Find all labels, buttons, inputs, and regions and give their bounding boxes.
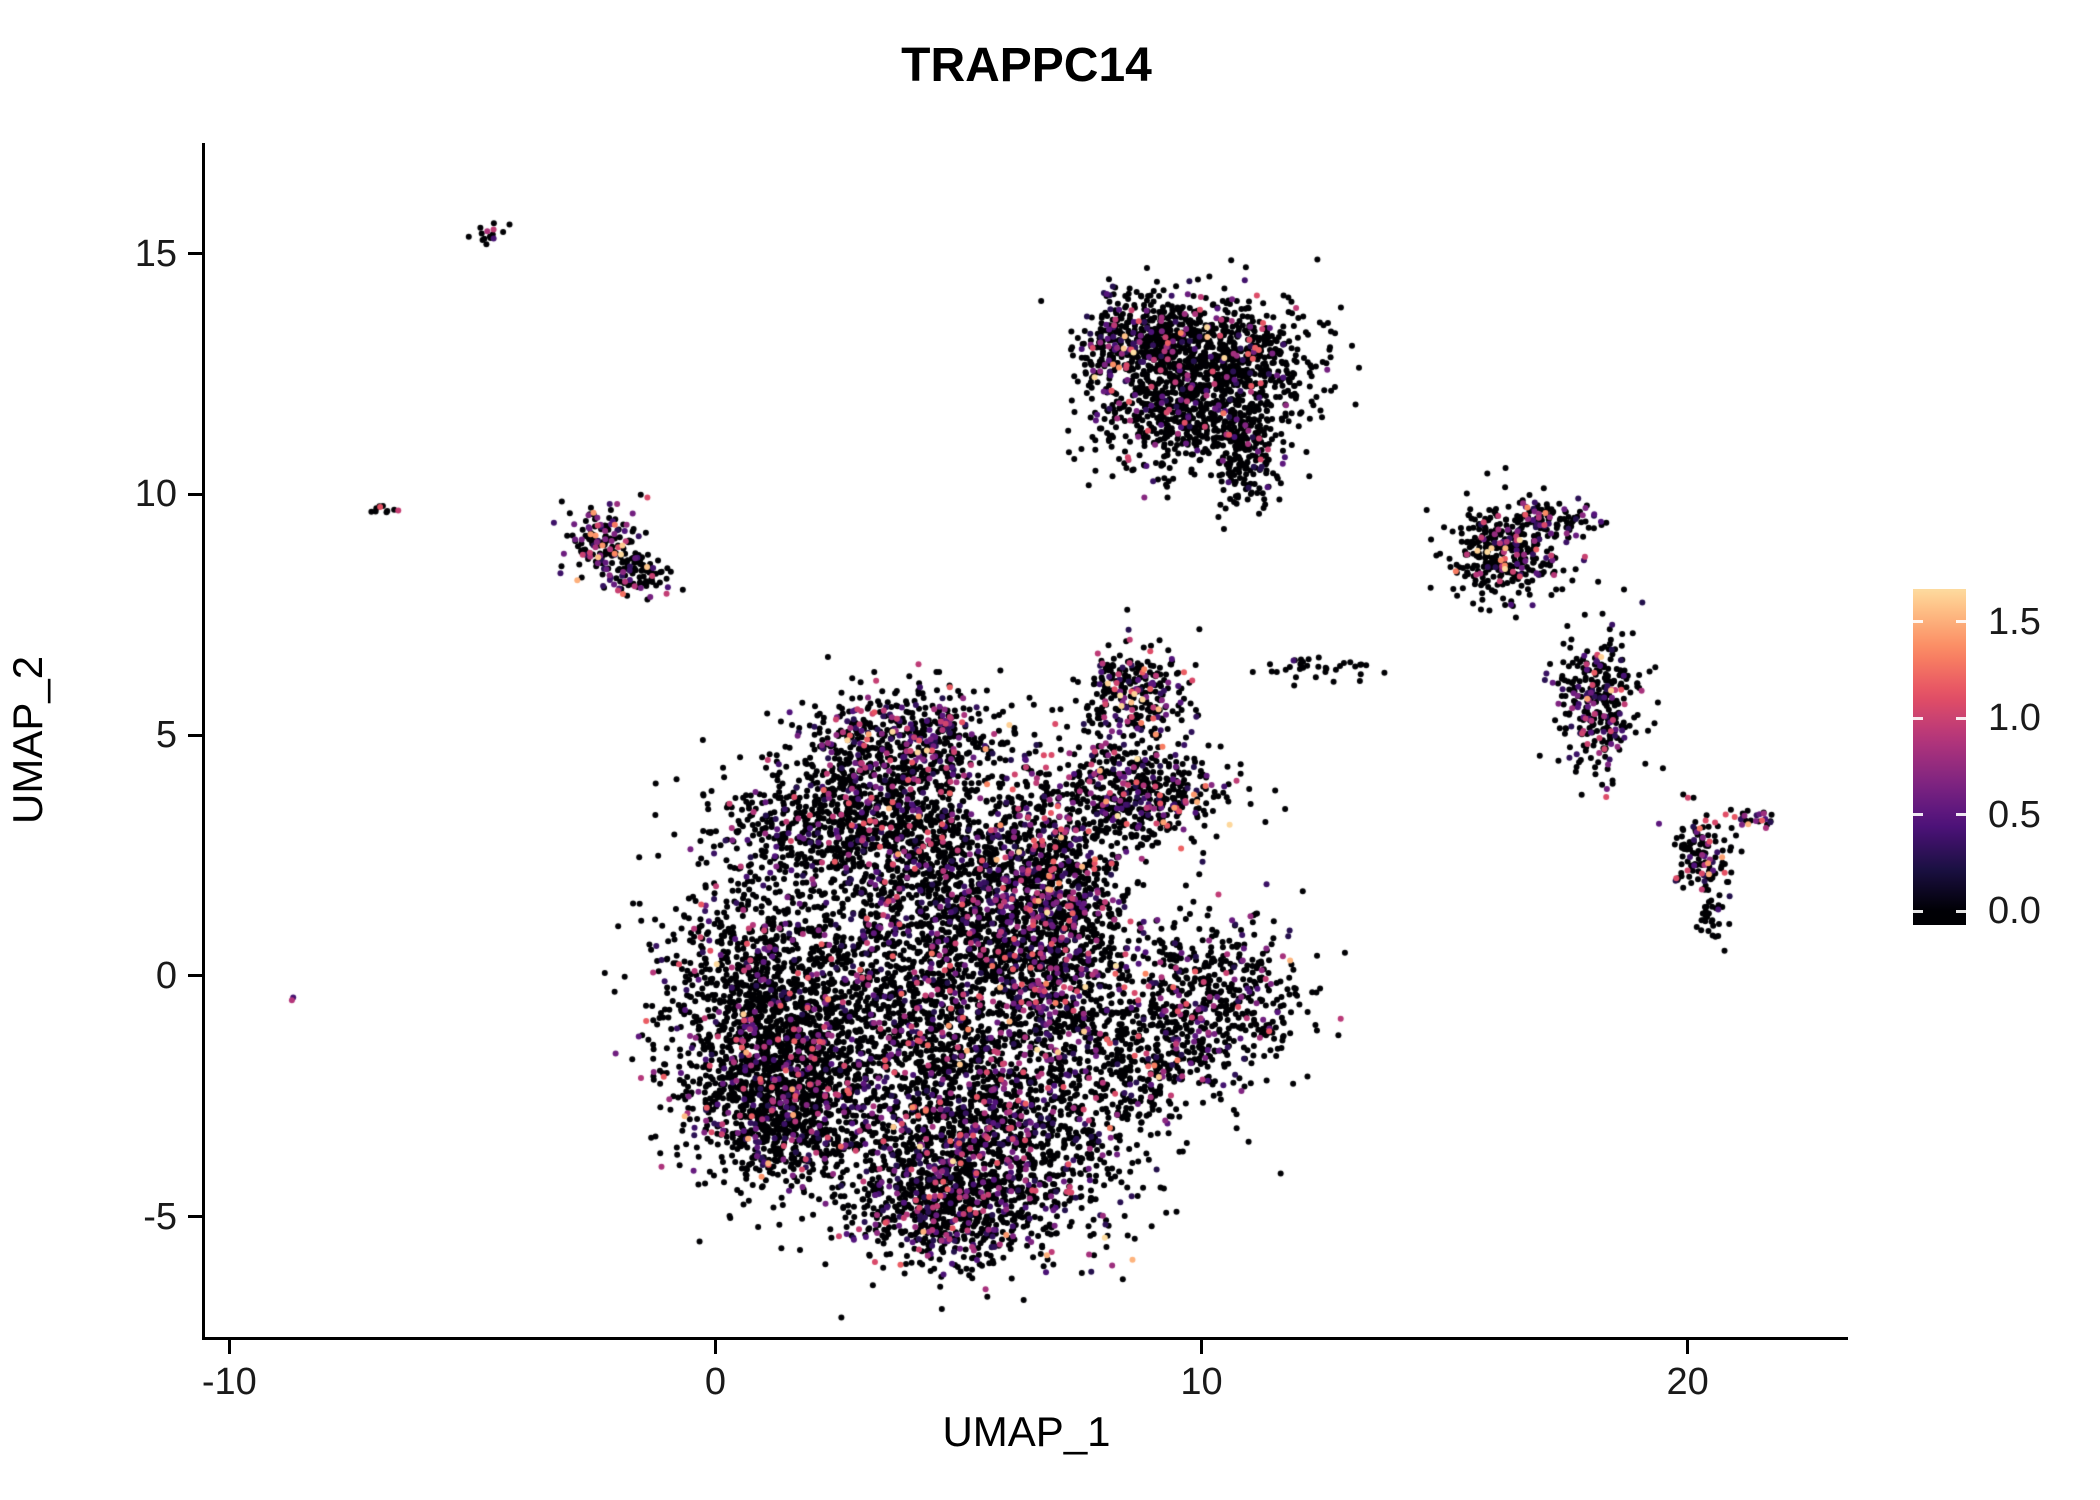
- y-tick-mark: [188, 252, 202, 256]
- x-tick-label: -10: [201, 1361, 257, 1403]
- colorbar-tick-label: 1.5: [1988, 600, 2041, 643]
- colorbar-tick-mark: [1956, 813, 1966, 817]
- y-axis-line: [202, 143, 205, 1340]
- colorbar-tick-label: 0.0: [1988, 890, 2041, 933]
- colorbar-tick-mark: [1913, 716, 1923, 720]
- x-tick-mark: [1686, 1340, 1690, 1354]
- y-tick-mark: [188, 733, 202, 737]
- x-tick-mark: [713, 1340, 717, 1354]
- y-tick-label: -5: [143, 1195, 177, 1238]
- y-tick-label: 10: [134, 473, 177, 516]
- colorbar-tick-label: 1.0: [1988, 697, 2041, 740]
- x-tick-label: 10: [1180, 1361, 1223, 1403]
- colorbar-tick-mark: [1913, 813, 1923, 817]
- y-axis-label: UMAP_2: [4, 655, 51, 825]
- y-tick-mark: [188, 1215, 202, 1219]
- colorbar-tick-mark: [1956, 716, 1966, 720]
- x-axis-label: UMAP_1: [942, 1408, 1111, 1455]
- x-tick-label: 20: [1666, 1361, 1709, 1403]
- y-tick-mark: [188, 492, 202, 496]
- colorbar-gradient: [1913, 589, 1966, 925]
- colorbar-tick-mark: [1956, 620, 1966, 624]
- colorbar-tick-mark: [1913, 909, 1923, 913]
- y-tick-label: 5: [155, 714, 177, 757]
- x-tick-mark: [1199, 1340, 1203, 1354]
- colorbar-tick-label: 0.5: [1988, 793, 2041, 836]
- x-axis-line: [202, 1337, 1848, 1340]
- x-tick-mark: [227, 1340, 231, 1354]
- colorbar-legend: [1913, 589, 1966, 925]
- colorbar-tick-mark: [1956, 909, 1966, 913]
- y-tick-mark: [188, 974, 202, 978]
- y-tick-label: 0: [155, 954, 177, 997]
- colorbar-tick-mark: [1913, 620, 1923, 624]
- y-tick-label: 15: [134, 232, 177, 275]
- x-tick-label: 0: [704, 1361, 726, 1403]
